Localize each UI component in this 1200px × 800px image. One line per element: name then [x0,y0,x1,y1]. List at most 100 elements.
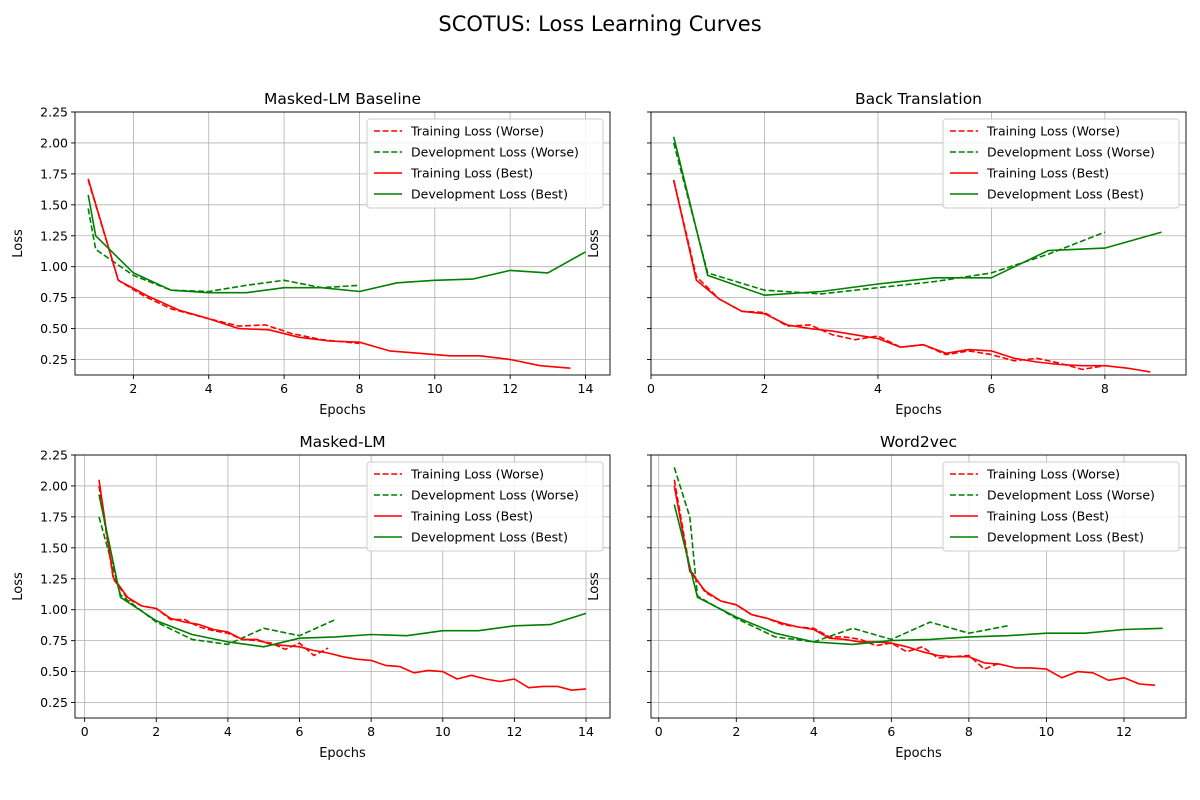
legend: Training Loss (Worse) Development Loss (W… [366,118,604,209]
y-tick-label: 0.50 [40,321,68,336]
legend-label: Development Loss (Worse) [411,488,579,503]
series-line-1 [673,479,1001,670]
x-tick-label: 4 [224,724,232,739]
x-axis-label: Epochs [895,746,942,761]
y-axis-label: Loss [587,229,602,258]
series-line-3 [87,178,571,369]
legend-label: Development Loss (Worse) [987,145,1155,160]
legend-label: Development Loss (Best) [987,187,1144,202]
x-tick-label: 0 [655,724,663,739]
legend-label: Training Loss (Worse) [410,124,544,139]
legend-label: Development Loss (Best) [987,530,1144,545]
subplot-title: Masked-LM Baseline [264,90,421,108]
y-tick-label: 0.25 [40,695,68,710]
x-tick-label: 6 [987,381,995,396]
y-tick-label: 0.25 [40,352,68,367]
x-axis-label: Epochs [319,403,366,418]
legend-label: Training Loss (Worse) [986,467,1120,482]
series-line-1 [87,179,360,345]
series-line-4 [98,494,587,648]
series-line-3 [98,479,587,692]
y-tick-label: 0.75 [40,290,68,305]
y-tick-label: 1.00 [40,602,68,617]
series-line-2 [87,208,360,293]
series-line-4 [673,504,1163,646]
y-tick-label: 2.25 [40,448,68,463]
x-tick-label: 6 [280,381,288,396]
x-tick-label: 12 [506,724,522,739]
subplot-title: Word2vec [880,433,957,451]
y-tick-label: 0.75 [40,633,68,648]
x-axis-label: Epochs [895,403,942,418]
x-tick-label: 4 [810,724,818,739]
series-line-4 [87,194,586,294]
y-tick-label: 1.25 [40,228,68,243]
legend-box [942,461,1180,552]
legend-label: Training Loss (Best) [986,509,1109,524]
x-tick-label: 6 [887,724,895,739]
legend-box [366,118,604,209]
y-tick-label: 1.75 [40,509,68,524]
x-tick-label: 12 [502,381,518,396]
x-tick-label: 14 [578,381,594,396]
legend-label: Training Loss (Best) [986,166,1109,181]
series-line-3 [672,179,1151,373]
legend-label: Training Loss (Worse) [986,124,1120,139]
y-tick-label: 1.50 [40,197,68,212]
subplot-title: Masked-LM [299,433,385,451]
legend-box [366,461,604,552]
legend-label: Training Loss (Best) [410,166,533,181]
x-axis-label: Epochs [319,746,366,761]
plot-frame [650,111,1187,376]
legend-label: Training Loss (Best) [410,509,533,524]
legend-label: Training Loss (Worse) [410,467,544,482]
y-axis-label: Loss [11,572,26,601]
legend-label: Development Loss (Best) [411,187,568,202]
subplot-title: Back Translation [855,90,982,108]
y-tick-label: 2.00 [40,135,68,150]
x-tick-label: 10 [435,724,451,739]
y-axis-label: Loss [11,229,26,258]
legend: Training Loss (Worse) Development Loss (W… [942,461,1180,552]
y-tick-label: 1.50 [40,540,68,555]
x-tick-label: 10 [427,381,443,396]
series-line-4 [672,136,1162,297]
x-tick-label: 8 [1101,381,1109,396]
x-tick-label: 0 [647,381,655,396]
x-tick-label: 8 [965,724,973,739]
plot-frame [74,111,611,376]
y-tick-label: 1.25 [40,571,68,586]
y-tick-label: 2.25 [40,105,68,120]
x-tick-label: 4 [874,381,882,396]
plot-frame [650,454,1187,719]
x-tick-label: 8 [355,381,363,396]
subplot-1: 2 4 6 8 10 12 14 0.25 0.50 0.75 1.00 1.25 1.50 1.75 2.… [11,90,611,418]
y-tick-label: 1.75 [40,166,68,181]
x-tick-label: 2 [129,381,137,396]
plot-frame [74,454,611,719]
y-tick-label: 2.00 [40,478,68,493]
legend: Training Loss (Worse) Development Loss (W… [942,118,1180,209]
x-tick-label: 10 [1038,724,1054,739]
legend: Training Loss (Worse) Development Loss (W… [366,461,604,552]
x-tick-label: 6 [296,724,304,739]
figure-title: SCOTUS: Loss Learning Curves [438,12,762,36]
legend-label: Development Loss (Worse) [987,488,1155,503]
x-tick-label: 2 [152,724,160,739]
legend-label: Development Loss (Worse) [411,145,579,160]
y-tick-label: 1.00 [40,259,68,274]
series-line-2 [98,516,336,646]
x-tick-label: 8 [367,724,375,739]
series-line-3 [673,485,1156,686]
x-tick-label: 14 [578,724,594,739]
subplot-3: 0 2 4 6 8 10 12 14 0.25 0.50 0.75 1.00 1.25 1.50 1.75 2… [11,433,611,761]
x-tick-label: 4 [205,381,213,396]
x-tick-label: 12 [1116,724,1132,739]
x-tick-label: 2 [760,381,768,396]
subplot-2: 0 2 4 6 8 Back Translation Epochs Loss Training … [587,90,1187,418]
x-tick-label: 2 [732,724,740,739]
legend-box [942,118,1180,209]
legend-label: Development Loss (Best) [411,530,568,545]
